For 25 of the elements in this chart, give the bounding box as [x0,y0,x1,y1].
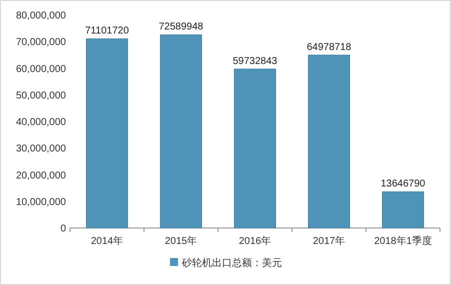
data-label: 64978718 [306,42,352,53]
bar [234,68,276,228]
bar [308,54,350,228]
x-tick-label: 2016年 [238,235,272,247]
x-tick-label: 2017年 [312,235,346,247]
y-tick-label: 20,000,000 [16,170,66,182]
legend-label: 砂轮机出口总额：美元 [181,257,282,269]
data-label: 59732843 [232,56,278,67]
y-tick-label: 40,000,000 [16,117,66,128]
x-tick-label: 2014年 [90,235,124,247]
y-tick-label: 60,000,000 [16,64,66,75]
y-tick-label: 30,000,000 [16,144,66,155]
bar [160,34,202,228]
x-tick-label: 2015年 [164,235,198,247]
y-tick-label: 80,000,000 [16,10,66,22]
y-tick-label: 50,000,000 [16,90,66,102]
bar [86,38,128,228]
data-label: 71101720 [85,26,130,37]
data-label: 13646790 [380,178,426,190]
x-tick-label: 2018年1季度 [374,235,432,247]
y-tick-label: 10,000,000 [16,196,66,208]
y-tick-label: 0 [60,224,66,234]
y-tick-label: 70,000,000 [16,37,66,48]
bar [382,191,424,228]
data-label: 72589948 [158,22,204,33]
